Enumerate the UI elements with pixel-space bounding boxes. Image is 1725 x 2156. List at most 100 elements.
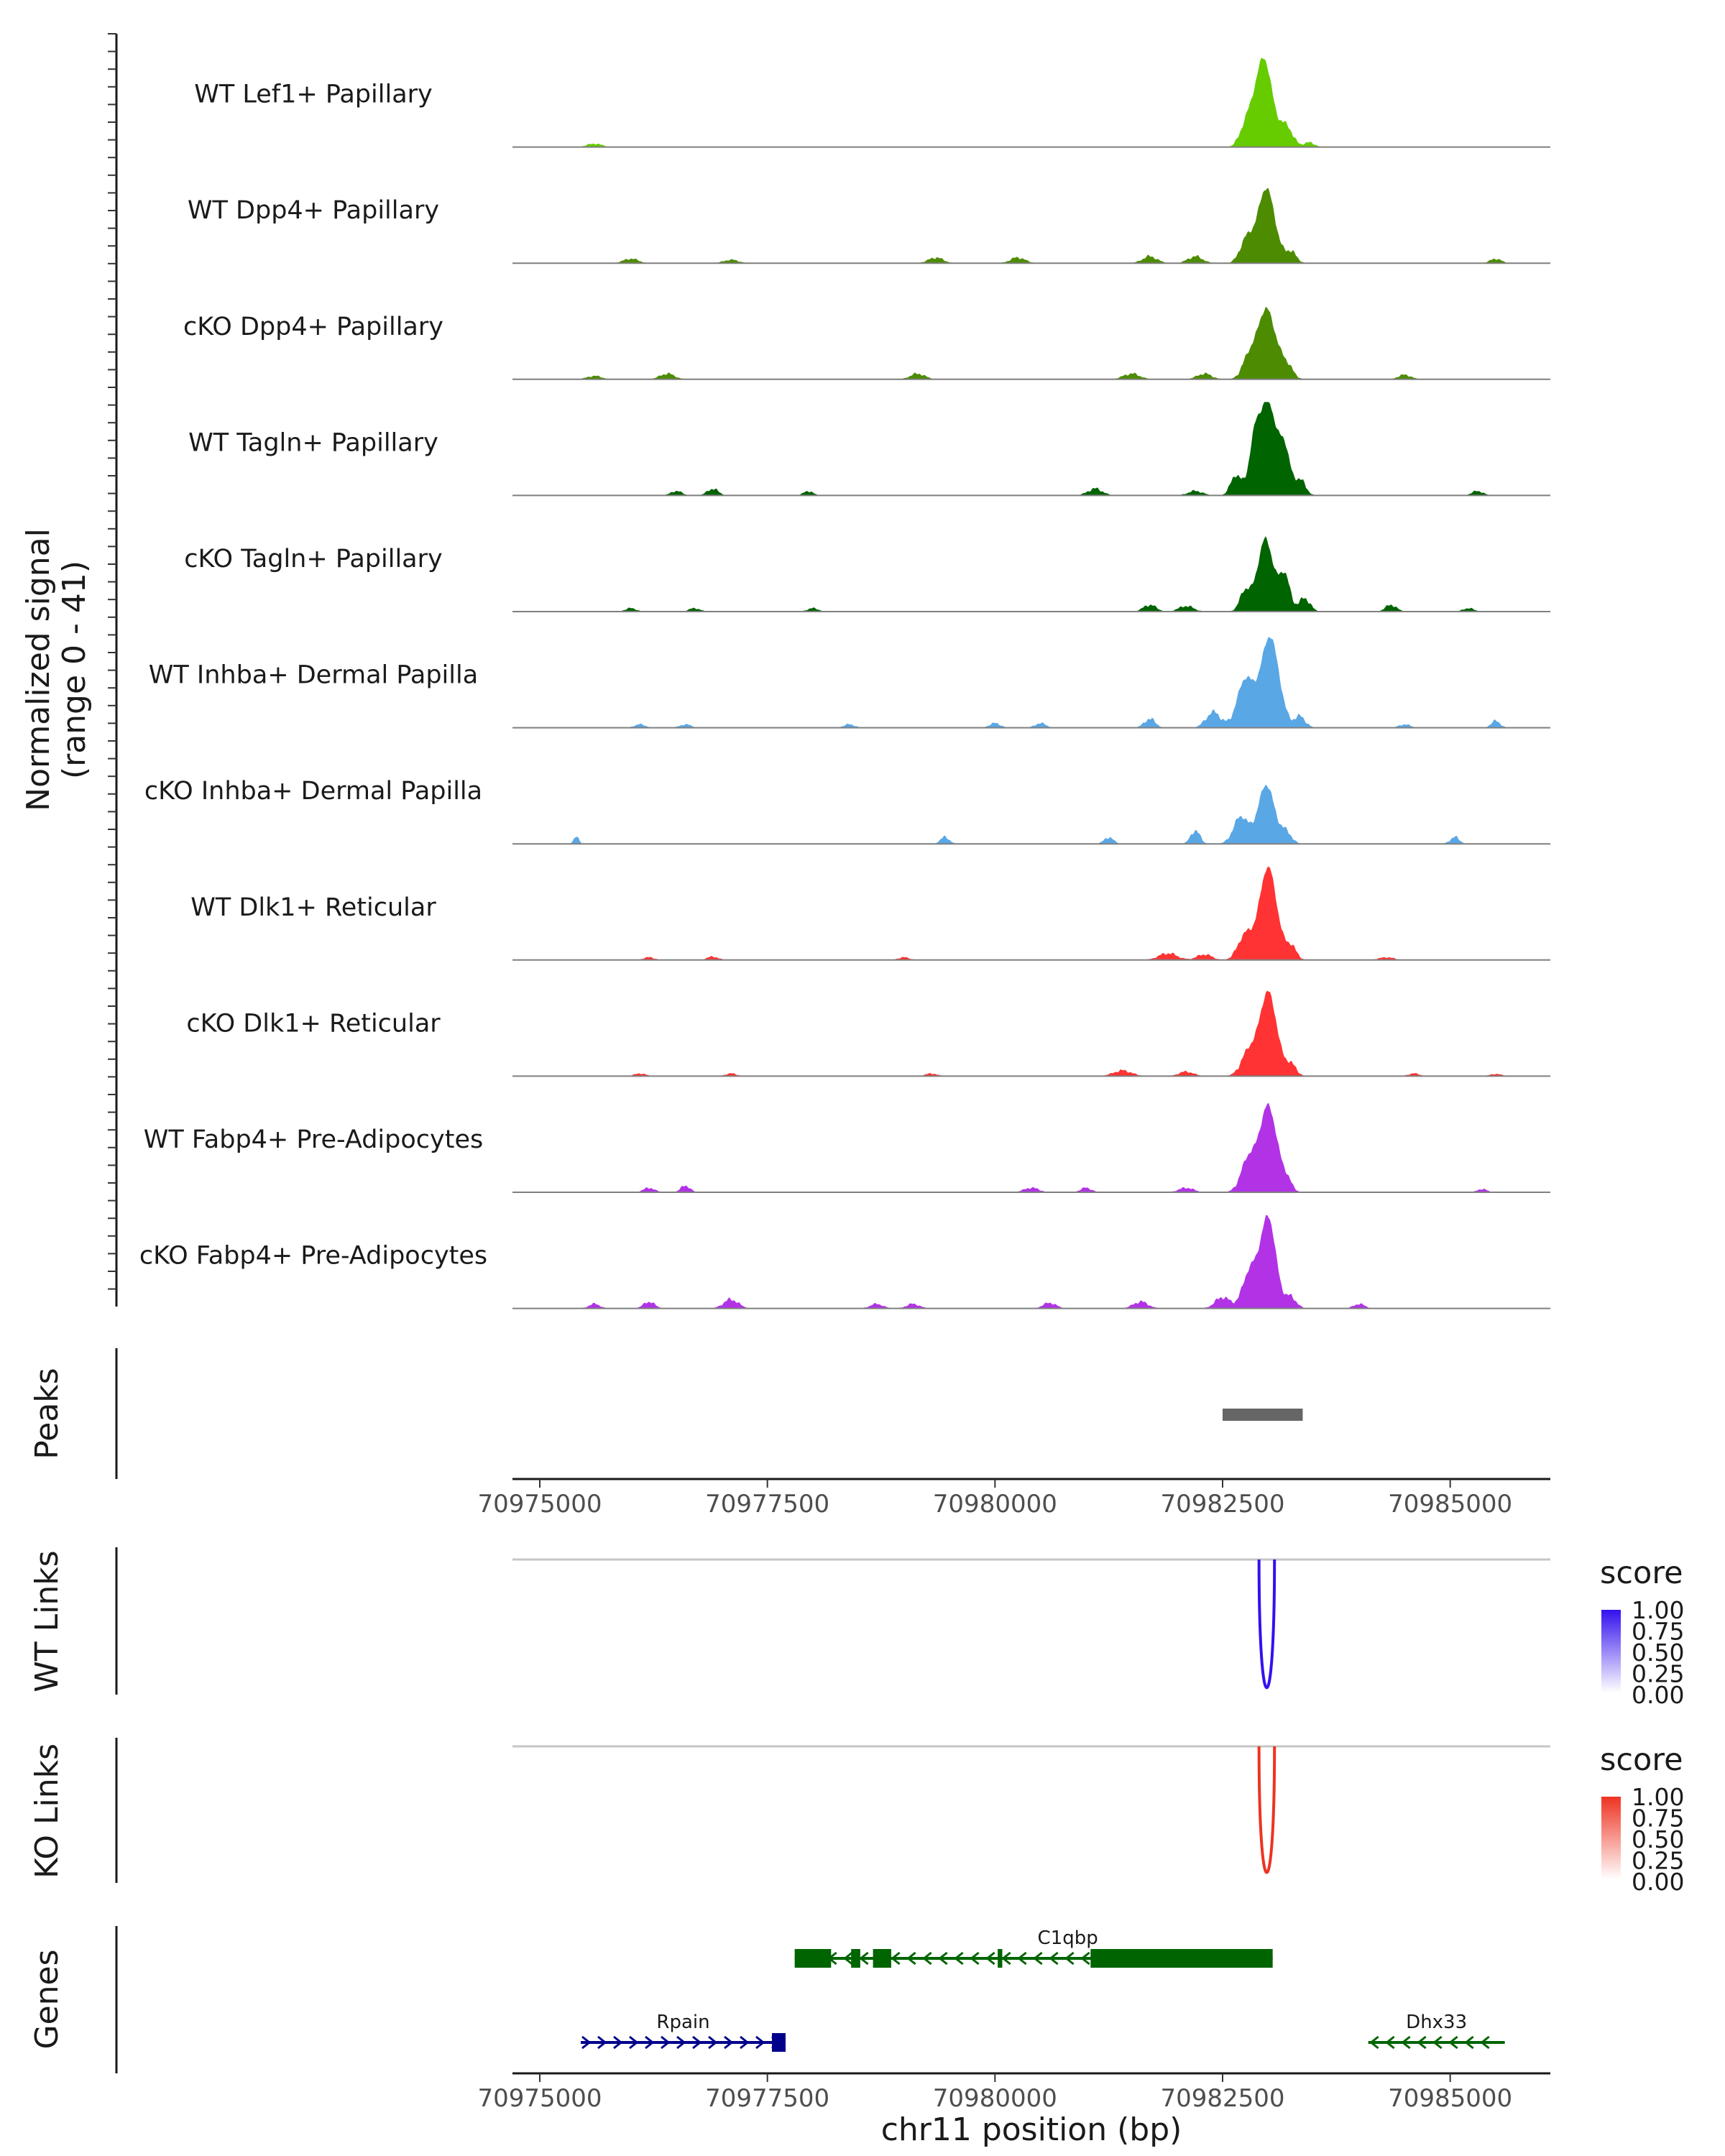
legend-tick-label: 0.75 bbox=[1632, 1805, 1684, 1833]
coverage-area bbox=[512, 990, 1550, 1077]
coverage-track: cKO Dpp4+ Papillary bbox=[183, 306, 1550, 380]
coverage-track: cKO Tagln+ Papillary bbox=[184, 536, 1550, 612]
strand-arrow bbox=[724, 2035, 734, 2050]
x-axis-top: 70975000 70977500 70980000 70982500 70985000 bbox=[477, 1478, 1550, 1519]
ko-legend-title: score bbox=[1600, 1742, 1683, 1778]
coverage-area bbox=[512, 402, 1550, 496]
coverage-y-ticks bbox=[108, 33, 116, 1290]
strand-arrow bbox=[1480, 2035, 1490, 2050]
strand-arrow bbox=[1033, 1951, 1043, 1966]
x-tick-label: 70982500 bbox=[1160, 2084, 1284, 2113]
wt-links-panel: WT Links score 1.000.750.500.250.00 bbox=[29, 1547, 1684, 1709]
strand-arrow bbox=[629, 2035, 639, 2050]
legend-tick-label: 0.25 bbox=[1632, 1847, 1684, 1875]
track-label: cKO Dpp4+ Papillary bbox=[183, 313, 443, 341]
legend-tick-label: 0.25 bbox=[1632, 1660, 1684, 1688]
coverage-track: WT Dlk1+ Reticular bbox=[190, 866, 1550, 961]
gene-label: C1qbp bbox=[1038, 1927, 1098, 1949]
strand-arrow bbox=[708, 2035, 718, 2050]
x-tick-label: 70975000 bbox=[477, 1490, 602, 1519]
track-label: WT Fabp4+ Pre-Adipocytes bbox=[144, 1125, 483, 1154]
strand-arrow bbox=[1080, 1951, 1090, 1966]
exon bbox=[772, 2033, 786, 2052]
track-label: WT Dpp4+ Papillary bbox=[188, 196, 439, 225]
wt-links-label: WT Links bbox=[29, 1550, 65, 1692]
legend-tick-label: 1.00 bbox=[1632, 1783, 1684, 1811]
strand-arrow bbox=[692, 2035, 702, 2050]
coverage-area bbox=[512, 57, 1550, 147]
link-arc bbox=[1257, 1746, 1276, 1874]
ko-links-panel: KO Links score 1.000.750.500.250.00 bbox=[29, 1738, 1684, 1896]
coverage-track: cKO Dlk1+ Reticular bbox=[186, 990, 1550, 1077]
strand-arrow bbox=[843, 1951, 853, 1966]
ko-links-legend: score 1.000.750.500.250.00 bbox=[1600, 1742, 1684, 1896]
exon bbox=[794, 1949, 832, 1968]
gene-label: Rpain bbox=[656, 2012, 709, 2033]
track-label: WT Inhba+ Dermal Papilla bbox=[149, 661, 478, 690]
y-label-title: Normalized signal bbox=[20, 528, 57, 811]
strand-arrow bbox=[581, 2035, 592, 2050]
legend-tick-label: 0.50 bbox=[1632, 1825, 1684, 1853]
strand-arrow bbox=[906, 1951, 916, 1966]
coverage-track: WT Inhba+ Dermal Papilla bbox=[149, 637, 1550, 729]
x-tick-label: 70982500 bbox=[1160, 1490, 1284, 1519]
peak-regions bbox=[1223, 1409, 1303, 1421]
strand-arrow bbox=[922, 1951, 932, 1966]
track-label: WT Lef1+ Papillary bbox=[194, 80, 433, 109]
coverage-y-label: Normalized signal (range 0 - 41) bbox=[20, 528, 93, 811]
peaks-label: Peaks bbox=[29, 1368, 65, 1459]
legend-colorbar bbox=[1601, 1797, 1621, 1879]
x-tick-label: 70977500 bbox=[705, 1490, 829, 1519]
coverage-area bbox=[512, 637, 1550, 728]
strand-arrow bbox=[954, 1951, 964, 1966]
strand-arrow bbox=[661, 2035, 671, 2050]
track-label: cKO Inhba+ Dermal Papilla bbox=[144, 777, 482, 806]
strand-arrow bbox=[1049, 1951, 1059, 1966]
strand-arrow bbox=[970, 1951, 980, 1966]
coverage-area bbox=[512, 188, 1550, 264]
strand-arrow bbox=[1448, 2035, 1458, 2050]
coverage-tracks: WT Lef1+ Papillary WT Dpp4+ Papillary cKO … bbox=[139, 57, 1550, 1309]
coverage-track: WT Tagln+ Papillary bbox=[188, 402, 1550, 497]
coverage-track: WT Fabp4+ Pre-Adipocytes bbox=[144, 1102, 1550, 1193]
legend-colorbar bbox=[1601, 1610, 1621, 1692]
strand-arrow bbox=[645, 2035, 655, 2050]
ko-links-label: KO Links bbox=[29, 1743, 65, 1879]
coverage-track: WT Dpp4+ Papillary bbox=[188, 188, 1550, 264]
strand-arrow bbox=[1417, 2035, 1427, 2050]
coverage-track: cKO Inhba+ Dermal Papilla bbox=[144, 777, 1550, 845]
ko-link-arcs bbox=[1257, 1746, 1276, 1874]
exon bbox=[851, 1949, 860, 1968]
y-label-range: (range 0 - 41) bbox=[56, 561, 93, 779]
strand-arrow bbox=[891, 1951, 901, 1966]
x-tick-label: 70975000 bbox=[477, 2084, 602, 2113]
gene-model: Dhx33 bbox=[1368, 2012, 1505, 2050]
strand-arrow bbox=[740, 2035, 750, 2050]
strand-arrow bbox=[597, 2035, 607, 2050]
strand-arrow bbox=[1401, 2035, 1411, 2050]
coverage-area bbox=[512, 536, 1550, 612]
genes-label: Genes bbox=[29, 1949, 65, 2049]
track-label: WT Tagln+ Papillary bbox=[188, 428, 438, 457]
x-tick-label: 70980000 bbox=[933, 2084, 1057, 2113]
strand-arrow bbox=[985, 1951, 995, 1966]
strand-arrow bbox=[1464, 2035, 1474, 2050]
x-tick-label: 70985000 bbox=[1388, 1490, 1512, 1519]
coverage-area bbox=[512, 1102, 1550, 1192]
strand-arrow bbox=[1432, 2035, 1443, 2050]
exon bbox=[873, 1949, 891, 1968]
coverage-area bbox=[512, 866, 1550, 960]
coverage-area bbox=[512, 306, 1550, 379]
genes-panel: Genes C1qbp Rpain Dhx33 bbox=[29, 1926, 1505, 2073]
legend-tick-label: 0.00 bbox=[1632, 1868, 1684, 1896]
strand-arrow bbox=[1369, 2035, 1379, 2050]
x-tick-label: 70977500 bbox=[705, 2084, 829, 2113]
exon bbox=[1090, 1949, 1273, 1968]
legend-tick-label: 1.00 bbox=[1632, 1596, 1684, 1624]
gene-model: Rpain bbox=[581, 2012, 786, 2052]
strand-arrow bbox=[1001, 1951, 1011, 1966]
wt-links-legend: score 1.000.750.500.250.00 bbox=[1600, 1555, 1684, 1709]
exon bbox=[998, 1949, 1003, 1968]
coverage-area bbox=[512, 784, 1550, 844]
